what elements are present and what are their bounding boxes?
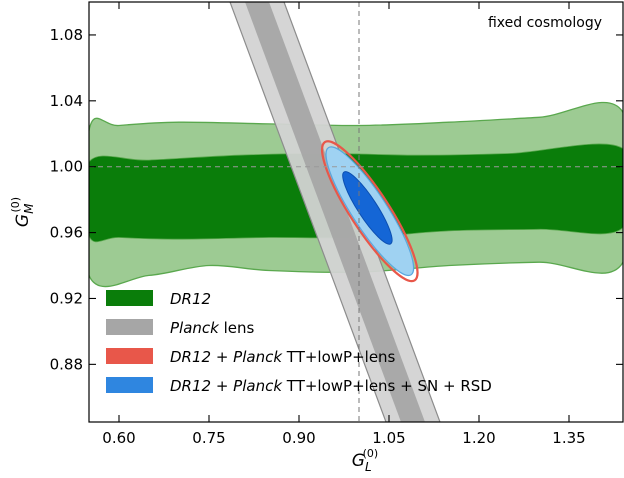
- legend-item-planck-lens: Planck lens: [106, 319, 255, 337]
- legend-item-dr12-planck-sn-rsd-part: DR12: [170, 377, 211, 395]
- y-tick-label: 0.92: [50, 289, 83, 307]
- legend-item-dr12-planck-sn-rsd-swatch: [106, 377, 153, 393]
- x-axis-label-text: GL(0): [352, 447, 378, 474]
- y-tick-label: 1.08: [50, 26, 83, 44]
- legend-item-dr12-planck-sn-rsd: DR12 + Planck TT+lowP+lens + SN + RSD: [106, 377, 492, 395]
- annotation-fixed-cosmology: fixed cosmology: [488, 15, 602, 31]
- x-tick-label: 0.90: [282, 429, 315, 447]
- x-tick-label: 0.75: [192, 429, 225, 447]
- y-axis-label-subscript: M: [22, 203, 36, 214]
- y-axis-label-base: G: [13, 214, 33, 227]
- y-tick-label: 0.88: [50, 355, 83, 373]
- y-tick-label: 1.00: [50, 158, 83, 176]
- legend-item-dr12-planck-part: +: [211, 348, 233, 366]
- legend-item-dr12-planck-part: DR12: [170, 348, 211, 366]
- y-tick-label: 1.04: [50, 92, 83, 110]
- legend-item-dr12: DR12: [106, 290, 211, 308]
- y-axis-label-superscript: (0): [9, 197, 22, 213]
- x-axis-label-superscript: (0): [363, 447, 379, 460]
- x-tick-label: 1.20: [462, 429, 495, 447]
- x-tick-label: 1.05: [372, 429, 405, 447]
- x-axis-label-base: G: [352, 451, 365, 471]
- dr12-planck-contour-2sigma: [321, 140, 419, 283]
- legend-item-dr12-planck-part: TT+lowP+lens: [282, 348, 396, 366]
- y-axis-label-text: GM(0): [9, 197, 36, 227]
- legend-item-dr12-planck-swatch: [106, 348, 153, 364]
- legend-item-dr12-planck: DR12 + Planck TT+lowP+lens: [106, 348, 396, 366]
- legend-item-dr12-label: DR12: [170, 290, 211, 308]
- x-tick-label: 0.60: [102, 429, 135, 447]
- legend-item-dr12-planck-sn-rsd-part: TT+lowP+lens + SN + RSD: [282, 377, 492, 395]
- x-axis-label: GL(0): [352, 447, 378, 474]
- legend-item-planck-lens-part: Planck: [170, 319, 220, 337]
- y-tick-label: 0.96: [50, 224, 83, 242]
- legend-item-dr12-planck-label: DR12 + Planck TT+lowP+lens: [170, 348, 396, 366]
- planck-lens-band-1sigma: [245, 2, 425, 422]
- legend-item-dr12-swatch: [106, 290, 153, 306]
- legend-item-dr12-planck-part: Planck: [233, 348, 283, 366]
- legend-item-dr12-planck-sn-rsd-label: DR12 + Planck TT+lowP+lens + SN + RSD: [170, 377, 492, 395]
- legend-item-dr12-part: DR12: [170, 290, 211, 308]
- legend-item-dr12-planck-sn-rsd-part: Planck: [233, 377, 283, 395]
- legend-item-planck-lens-part: lens: [219, 319, 255, 337]
- legend-item-planck-lens-swatch: [106, 319, 153, 335]
- x-axis-label-subscript: L: [365, 460, 372, 474]
- y-axis-label: GM(0): [9, 197, 36, 227]
- plot-frame: [88, 1, 624, 423]
- legend-item-planck-lens-label: Planck lens: [170, 319, 255, 337]
- x-tick-label: 1.35: [552, 429, 585, 447]
- legend-item-dr12-planck-sn-rsd-part: +: [211, 377, 233, 395]
